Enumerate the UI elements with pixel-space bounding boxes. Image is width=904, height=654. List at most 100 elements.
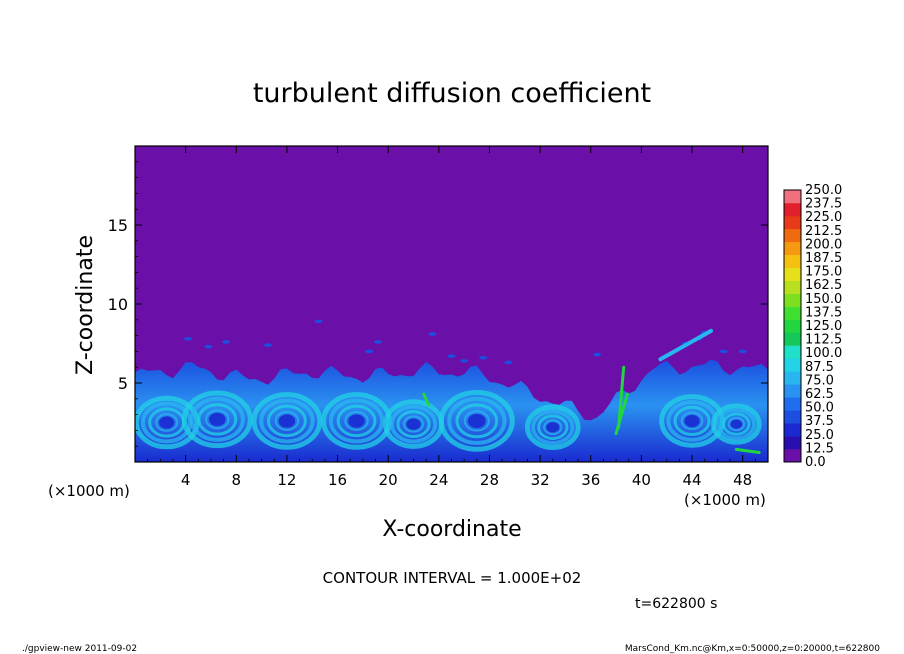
plot-area [135, 146, 768, 462]
colorbar-cell [784, 410, 801, 424]
turbulence-blob [447, 354, 456, 358]
eddy-ring [680, 411, 704, 431]
turbulence-blob [479, 355, 488, 360]
x-tick-label: 4 [181, 471, 191, 489]
turbulence-blob [428, 332, 437, 336]
colorbar-cell [784, 267, 801, 281]
turbulence-blob [184, 336, 193, 341]
colorbar-label: 100.0 [805, 346, 842, 361]
colorbar-cell [784, 397, 801, 411]
y-axis-ticks: 5 10 15 [108, 161, 768, 447]
eddy-core [406, 418, 421, 430]
colorbar-label: 212.5 [805, 224, 842, 239]
footer-right: MarsCond_Km.nc@Km,x=0:50000,z=0:20000,t=… [625, 644, 880, 654]
colorbar-cell [784, 332, 801, 346]
colorbar-label: 50.0 [805, 401, 834, 416]
colorbar-label: 250.0 [805, 183, 842, 198]
colorbar-cell [784, 371, 801, 385]
y-tick-label: 10 [108, 295, 128, 314]
colorbar-cell [784, 358, 801, 372]
turbulence-blob [314, 319, 323, 324]
colorbar-cell [784, 306, 801, 320]
colorbar-frame [783, 189, 802, 463]
turbulence-blob [204, 344, 213, 349]
eddy-ring [455, 403, 499, 439]
x-tick-label: 20 [379, 471, 398, 489]
x-unit-right-label: (×1000 m) [684, 491, 766, 509]
eddy-ring [321, 392, 392, 450]
x-tick-label: 48 [733, 471, 752, 489]
time-text: t=622800 s [635, 596, 717, 612]
colorbar-label: 225.0 [805, 210, 842, 225]
high-value-streak [734, 447, 761, 455]
colorbar-cell [784, 280, 801, 294]
eddy-ring [389, 404, 438, 444]
eddy-ring [251, 392, 323, 450]
eddy-ring [344, 410, 369, 431]
colorbar-label: 137.5 [805, 305, 842, 320]
eddy-ring [531, 409, 575, 446]
colorbar-label: 112.5 [805, 333, 842, 348]
eddy-core [684, 414, 700, 427]
eddy-ring [463, 410, 490, 432]
colorbar-label: 25.0 [805, 428, 834, 443]
eddy-ring [447, 396, 507, 446]
turbulence-blob [738, 349, 747, 354]
turbulence-blob [460, 359, 469, 363]
colorbar-label: 75.0 [805, 373, 834, 388]
eddy-ring [155, 413, 178, 432]
eddy-core [209, 412, 226, 426]
colorbar-label: 12.5 [805, 441, 834, 456]
eddy-core [278, 414, 296, 428]
turbulence-blob [593, 352, 602, 357]
elevated-plume [658, 328, 714, 362]
eddy-core [159, 416, 175, 429]
colorbar-label: 150.0 [805, 292, 842, 307]
x-tick-label: 32 [531, 471, 550, 489]
colorbar-label: 0.0 [805, 455, 826, 470]
eddy-ring [259, 398, 315, 444]
eddy-ring [197, 403, 238, 436]
eddy-ring [274, 410, 300, 431]
eddy-ring [722, 412, 751, 436]
x-tick-label: 28 [480, 471, 499, 489]
eddy-core [730, 419, 743, 429]
turbulence-field [135, 319, 768, 462]
eddy-ring [659, 394, 725, 448]
colorbar-label: 87.5 [805, 360, 834, 375]
eddy-ring [189, 396, 245, 442]
eddy-ring [328, 398, 385, 444]
x-axis-ticks: 4 8 12 16 20 24 28 32 36 40 44 48 [147, 146, 756, 489]
eddy-ring [205, 409, 230, 430]
colorbar-label: 187.5 [805, 251, 842, 266]
colorbar-cell [784, 319, 801, 333]
eddy-ring [673, 405, 711, 437]
eddy-ring [396, 410, 431, 439]
colorbar-label: 125.0 [805, 319, 842, 334]
turbulence-blob [365, 349, 374, 354]
colorbar-cell [784, 384, 801, 398]
colorbar: 0.012.525.037.550.062.575.087.5100.0112.… [783, 183, 842, 470]
eddy-ring [543, 419, 563, 436]
colorbar-label: 200.0 [805, 237, 842, 252]
colorbar-label: 62.5 [805, 387, 834, 402]
eddy-ring [438, 390, 515, 452]
eddy-ring [537, 414, 569, 441]
colorbar-label: 175.0 [805, 265, 842, 280]
eddy-core [467, 413, 486, 429]
colorbar-cell [784, 215, 801, 230]
colorbar-cell [784, 254, 801, 269]
x-tick-label: 8 [232, 471, 242, 489]
turbulence-blob [222, 340, 231, 344]
turbulence-blob [263, 343, 272, 347]
colorbar-cell [784, 190, 801, 204]
y-tick-label: 15 [108, 216, 128, 235]
colorbar-cell [784, 241, 801, 256]
high-value-streak [614, 392, 629, 436]
chart-title: turbulent diffusion coefficient [253, 78, 651, 109]
eddy-ring [336, 404, 377, 438]
contour-interval-text: CONTOUR INTERVAL = 1.000E+02 [323, 569, 582, 587]
x-tick-label: 44 [682, 471, 701, 489]
eddy-ring [181, 390, 253, 449]
